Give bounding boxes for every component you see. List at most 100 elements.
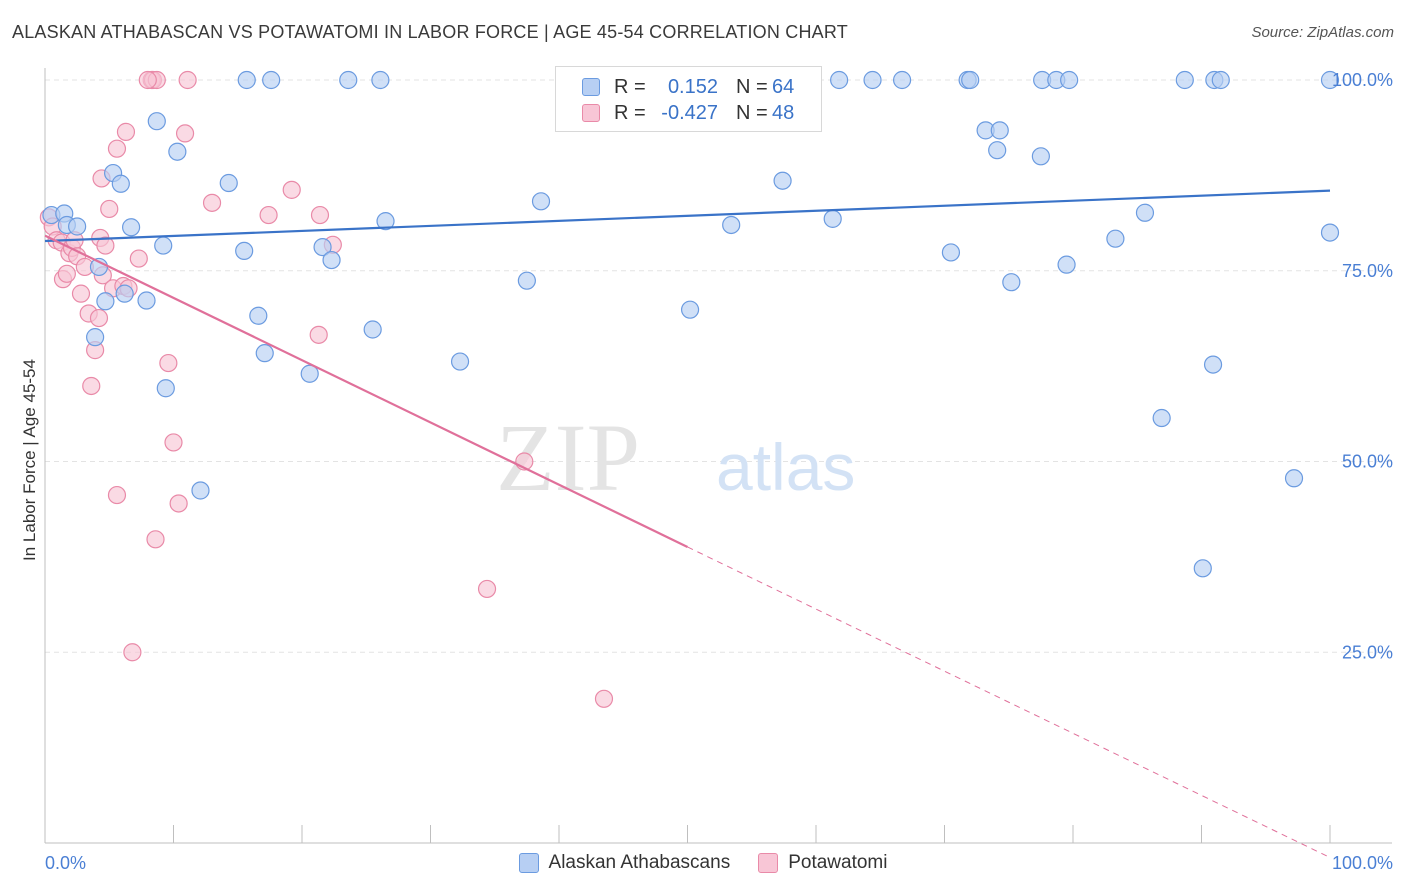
potawatomi-point: [100, 199, 119, 219]
athabascan-point: [191, 481, 210, 500]
athabascan-point: [1211, 70, 1230, 90]
athabascan-point: [121, 218, 141, 237]
potawatomi-point: [164, 433, 183, 452]
potawatomi-point: [282, 180, 301, 199]
potawatomi-point: [309, 325, 328, 344]
athabascan-point: [1002, 273, 1021, 292]
bottom-legend-swatch-pink: [758, 853, 779, 873]
athabascan-point: [531, 192, 551, 211]
potawatomi-point: [71, 284, 91, 303]
legend-row-athabascan: R = 0.152 N = 64: [582, 75, 794, 99]
athabascan-point: [1135, 203, 1155, 222]
legend-n-value: 64: [772, 75, 795, 98]
athabascan-point: [1031, 147, 1050, 166]
legend-r-value: -0.427: [661, 101, 718, 124]
athabascan-point: [168, 142, 187, 161]
athabascan-point: [300, 364, 319, 383]
athabascan-point: [1193, 559, 1212, 578]
athabascan-point: [249, 306, 268, 325]
y-tick-label: 50.0%: [1342, 452, 1393, 472]
athabascan-point: [1320, 70, 1340, 90]
athabascan-point: [892, 70, 912, 90]
potawatomi-point: [178, 70, 197, 90]
athabascan-point: [823, 209, 842, 228]
athabascan-point: [363, 320, 382, 339]
legend-r-label: R =: [614, 101, 646, 124]
athabascan-point: [68, 217, 87, 236]
athabascan-point: [86, 328, 105, 347]
athabascan-points: [42, 70, 1340, 578]
athabascan-point: [339, 70, 358, 90]
x-tick-label: 100.0%: [1332, 853, 1393, 873]
athabascan-point: [988, 141, 1007, 160]
athabascan-point: [722, 215, 741, 235]
athabascan-point: [147, 112, 166, 131]
grid-layer: [45, 79, 1392, 653]
athabascan-point: [1057, 255, 1076, 274]
athabascan-point: [1175, 70, 1194, 90]
athabascan-point: [154, 236, 173, 255]
potawatomi-trend-line: [44, 234, 688, 548]
potawatomi-point: [107, 139, 127, 158]
legend-r-label: R =: [614, 75, 646, 98]
athabascan-point: [961, 70, 980, 90]
legend-r-value: 0.152: [667, 75, 718, 98]
athabascan-point: [773, 171, 792, 190]
legend-n-value: 48: [772, 101, 795, 124]
legend-swatch-blue: [582, 78, 600, 96]
x-tick-label: 0.0%: [45, 853, 86, 873]
potawatomi-point: [116, 122, 136, 141]
athabascan-point: [1106, 229, 1125, 248]
legend-n-label: N =: [736, 75, 768, 98]
bottom-legend-athabascan[interactable]: Alaskan Athabascans: [518, 852, 731, 874]
potawatomi-point: [159, 353, 178, 373]
athabascan-point: [115, 284, 134, 303]
watermark-atlas: atlas: [716, 430, 855, 504]
athabascan-point: [680, 300, 700, 319]
tick-labels: 25.0% 50.0% 75.0% 100.0% 0.0% 100.0%: [45, 70, 1393, 873]
potawatomi-point: [82, 376, 101, 396]
source-label: Source: ZipAtlas.com: [1251, 24, 1394, 41]
athabascan-point: [235, 241, 254, 261]
bottom-legend-label: Potawatomi: [788, 852, 888, 873]
athabascan-point: [1060, 70, 1079, 90]
athabascan-point: [237, 70, 256, 90]
athabascan-point: [1203, 355, 1223, 374]
potawatomi-point: [310, 205, 330, 225]
athabascan-point: [111, 174, 130, 193]
potawatomi-point: [259, 205, 278, 225]
chart-title: ALASKAN ATHABASCAN VS POTAWATOMI IN LABO…: [12, 22, 848, 42]
potawatomi-point: [129, 249, 148, 268]
bottom-legend: Alaskan Athabascans Potawatomi: [0, 852, 1406, 874]
potawatomi-point: [138, 70, 157, 90]
potawatomi-trend-extension: [687, 546, 1331, 858]
legend-row-potawatomi: R = -0.427 N = 48: [582, 101, 794, 125]
potawatomi-points: [39, 70, 614, 708]
legend-swatch-pink: [582, 104, 600, 122]
athabascan-point: [371, 70, 390, 90]
athabascan-point: [830, 70, 849, 90]
bottom-legend-label: Alaskan Athabascans: [548, 852, 731, 873]
y-tick-label: 100.0%: [1332, 70, 1393, 90]
athabascan-point: [322, 250, 341, 270]
athabascan-trend-line: [44, 189, 1331, 243]
y-tick-label: 75.0%: [1342, 261, 1393, 281]
athabascan-point: [262, 70, 281, 90]
y-tick-label: 25.0%: [1342, 642, 1393, 662]
potawatomi-point: [169, 494, 188, 513]
athabascan-point: [1152, 408, 1171, 428]
athabascan-point: [1320, 223, 1340, 242]
athabascan-point: [219, 173, 238, 193]
legend: R = 0.152 N = 64 R = -0.427 N = 48: [555, 66, 822, 132]
trend-layer: [44, 189, 1331, 858]
athabascan-point: [517, 271, 536, 290]
bottom-legend-potawatomi[interactable]: Potawatomi: [758, 852, 887, 874]
athabascan-point: [96, 292, 115, 311]
athabascan-point: [1284, 469, 1304, 488]
potawatomi-point: [477, 579, 497, 599]
potawatomi-point: [175, 124, 195, 143]
athabascan-point: [450, 352, 470, 371]
axis-layer: [44, 68, 1392, 844]
potawatomi-point: [57, 264, 76, 283]
